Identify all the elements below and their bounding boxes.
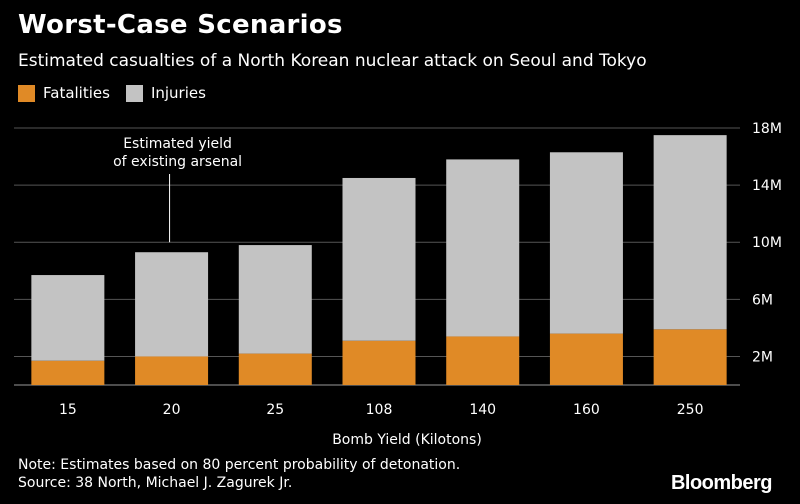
y-tick-label-14M: 14M xyxy=(752,178,782,194)
chart-title: Worst-Case Scenarios xyxy=(18,10,343,40)
bar-fatalities-15 xyxy=(31,360,105,385)
bar-fatalities-20 xyxy=(135,356,209,385)
legend-label-injuries: Injuries xyxy=(150,84,206,102)
x-tick-label-20: 20 xyxy=(163,402,181,418)
y-tick-label-10M: 10M xyxy=(752,235,782,251)
bar-injuries-140 xyxy=(446,159,520,337)
chart-subtitle: Estimated casualties of a North Korean n… xyxy=(18,51,647,71)
legend-label-fatalities: Fatalities xyxy=(43,84,110,102)
x-tick-label-108: 108 xyxy=(366,402,393,418)
bar-injuries-108 xyxy=(342,177,416,341)
y-tick-label-18M: 18M xyxy=(752,121,782,137)
legend-swatch-injuries xyxy=(125,84,143,102)
bar-injuries-25 xyxy=(238,245,312,354)
x-tick-label-160: 160 xyxy=(573,402,600,418)
bar-injuries-160 xyxy=(549,152,623,334)
footnote: Note: Estimates based on 80 percent prob… xyxy=(18,456,460,492)
note-text: Note: Estimates based on 80 percent prob… xyxy=(18,457,461,473)
legend-item-fatalities: Fatalities xyxy=(18,84,110,102)
source-text: Source: 38 North, Michael J. Zagurek Jr. xyxy=(18,475,293,491)
bar-injuries-15 xyxy=(31,275,105,361)
bar-fatalities-140 xyxy=(446,336,520,385)
x-tick-label-250: 250 xyxy=(677,402,704,418)
bar-fatalities-108 xyxy=(342,340,416,385)
bar-fatalities-25 xyxy=(238,353,312,385)
bar-fatalities-160 xyxy=(549,333,623,385)
bloomberg-logo: Bloomberg xyxy=(670,472,773,494)
x-axis-label: Bomb Yield (Kilotons) xyxy=(332,432,482,448)
bar-fatalities-250 xyxy=(653,329,727,385)
y-tick-label-2M: 2M xyxy=(752,349,773,365)
x-tick-label-140: 140 xyxy=(469,402,496,418)
legend-item-injuries: Injuries xyxy=(125,84,206,102)
x-tick-label-25: 25 xyxy=(266,402,284,418)
x-tick-label-15: 15 xyxy=(59,402,77,418)
bar-injuries-250 xyxy=(653,135,727,330)
annotation-line2: of existing arsenal xyxy=(113,154,242,170)
y-tick-label-6M: 6M xyxy=(752,292,773,308)
bar-injuries-20 xyxy=(135,252,209,357)
annotation-line1: Estimated yield xyxy=(123,136,232,152)
legend-swatch-fatalities xyxy=(18,84,35,102)
legend: Fatalities Injuries xyxy=(18,84,222,102)
